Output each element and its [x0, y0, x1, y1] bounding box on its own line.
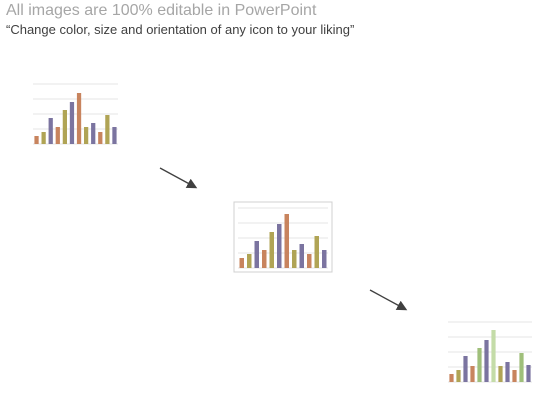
bar — [456, 370, 461, 382]
arrow — [159, 167, 198, 189]
bar — [112, 127, 117, 144]
bar — [55, 127, 60, 144]
bar — [484, 340, 489, 382]
bar — [307, 254, 312, 268]
bar — [519, 353, 524, 382]
bar — [284, 214, 289, 268]
bar — [512, 370, 517, 382]
bar — [76, 93, 82, 144]
bar — [239, 258, 244, 268]
bar — [247, 254, 252, 268]
bar — [91, 123, 96, 144]
bar — [62, 110, 67, 144]
bar — [463, 356, 468, 382]
bar — [491, 330, 496, 382]
bar — [498, 366, 503, 382]
bar — [299, 244, 304, 268]
bar — [322, 250, 327, 268]
bar — [48, 118, 53, 144]
bar — [477, 348, 482, 382]
bar — [449, 374, 454, 382]
bar — [105, 115, 110, 144]
bar — [254, 241, 259, 268]
bar — [84, 127, 89, 144]
bar — [505, 362, 510, 382]
title: All images are 100% editable in PowerPoi… — [6, 2, 317, 19]
bar — [292, 250, 297, 268]
bar — [277, 224, 282, 268]
frame — [233, 201, 333, 273]
bar — [314, 236, 319, 268]
bar — [41, 132, 46, 144]
bar — [470, 366, 475, 382]
subtitle: “Change color, size and orientation of a… — [6, 22, 355, 37]
arrow — [369, 289, 408, 311]
bar — [34, 136, 39, 144]
bar — [262, 250, 267, 268]
bar — [269, 232, 274, 268]
bar — [526, 365, 531, 382]
bar — [98, 132, 103, 144]
bar — [69, 102, 75, 144]
